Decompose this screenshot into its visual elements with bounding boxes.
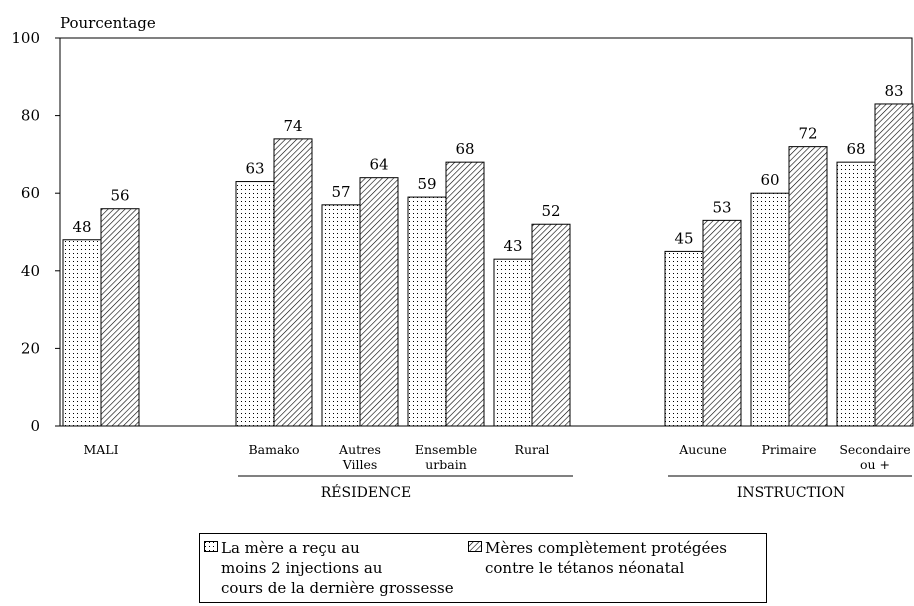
bar	[100, 208, 140, 427]
category-label: MALI	[83, 442, 118, 457]
y-tick-label: 100	[11, 29, 40, 47]
category-label: Ensemble urbain	[415, 442, 477, 472]
bar	[874, 103, 914, 427]
group-label: RÉSIDENCE	[321, 483, 412, 501]
bar-value-label: 72	[798, 125, 817, 143]
category-label: Aucune	[678, 442, 727, 457]
bar	[664, 250, 704, 427]
bar	[273, 138, 313, 427]
bar	[62, 239, 102, 427]
category-label: Autres Villes	[338, 442, 381, 472]
bar-value-label: 53	[712, 198, 731, 216]
bar-value-label: 56	[110, 187, 129, 205]
bar	[321, 204, 361, 427]
bar-value-label: 68	[846, 140, 865, 158]
bar-value-label: 83	[884, 82, 903, 100]
legend-item-protegees: Mères complètement protégées contre le t…	[468, 538, 727, 578]
category-label: Bamako	[248, 442, 299, 457]
bar-value-label: 43	[503, 237, 522, 255]
bar-value-label: 64	[369, 156, 388, 174]
y-tick-label: 60	[21, 184, 40, 202]
bar	[702, 219, 742, 427]
bar-value-label: 63	[245, 160, 264, 178]
y-tick-label: 20	[21, 339, 40, 357]
bar	[788, 146, 828, 427]
bar	[836, 161, 876, 427]
legend-item-injections: La mère a reçu au moins 2 injections au …	[204, 538, 454, 598]
group-label: INSTRUCTION	[737, 485, 845, 501]
bar-value-label: 60	[760, 171, 779, 189]
bar-value-label: 45	[674, 229, 693, 247]
y-tick-label: 40	[21, 262, 40, 280]
bar	[407, 196, 447, 427]
chart-legend: La mère a reçu au moins 2 injections au …	[199, 533, 767, 603]
bar-value-label: 52	[541, 202, 560, 220]
legend-swatch-dots	[204, 541, 218, 552]
bar-value-label: 74	[283, 117, 302, 135]
bar	[359, 177, 399, 427]
bar	[750, 192, 790, 427]
legend-label-injections: La mère a reçu au moins 2 injections au …	[221, 539, 454, 597]
bar-value-label: 57	[331, 183, 350, 201]
legend-swatch-hatch	[468, 541, 482, 552]
bar-chart: Pourcentage 0 20 40 60 80 100 48 56 MALI 63 74 Bamak…	[11, 14, 914, 501]
bar	[445, 161, 485, 427]
bar-value-label: 68	[455, 140, 474, 158]
bar	[235, 181, 275, 427]
y-axis-label: Pourcentage	[60, 14, 156, 32]
bar-value-label: 48	[72, 218, 91, 236]
y-tick-label: 0	[30, 417, 40, 435]
category-label: Secondaire ou +	[839, 442, 910, 472]
category-label: Primaire	[761, 442, 816, 457]
bar-value-label: 59	[417, 175, 436, 193]
bar	[531, 223, 571, 427]
bar	[493, 258, 533, 427]
category-label: Rural	[515, 442, 550, 457]
legend-label-protegees: Mères complètement protégées contre le t…	[485, 539, 727, 577]
y-tick-label: 80	[21, 107, 40, 125]
